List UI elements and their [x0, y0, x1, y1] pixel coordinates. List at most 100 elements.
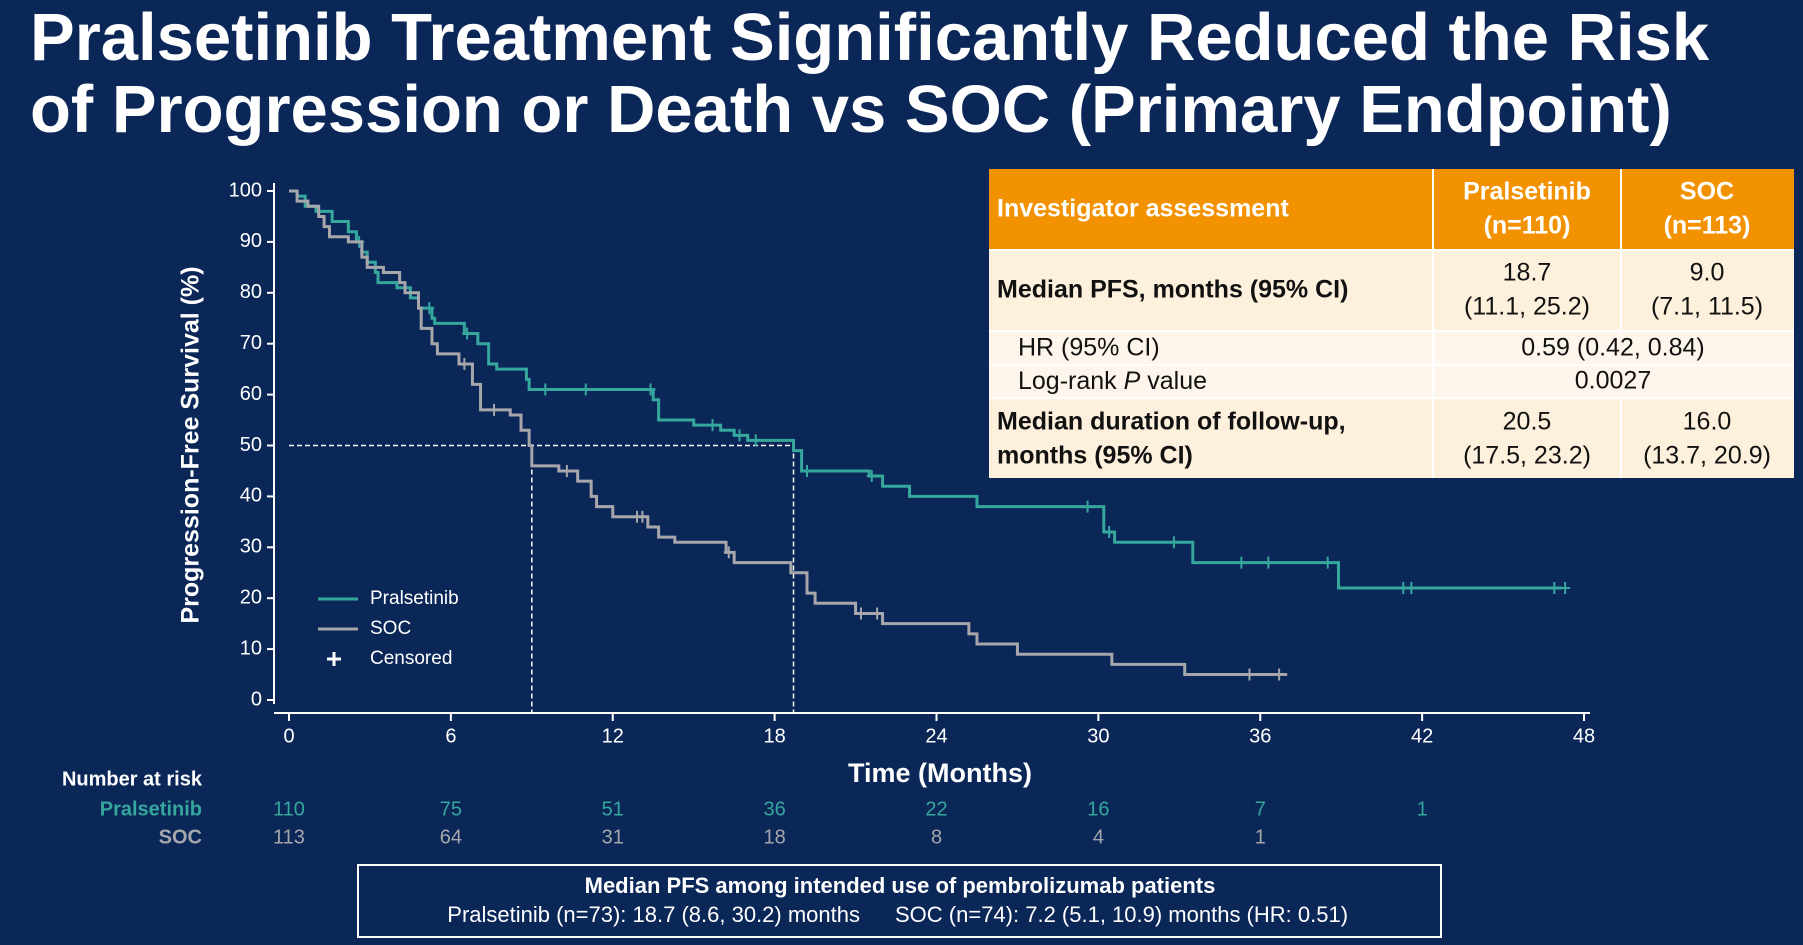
legend-label: Censored [370, 648, 452, 669]
table-borders [989, 169, 1794, 478]
legend-label: Pralsetinib [370, 588, 459, 609]
table-header: SOC [1680, 178, 1734, 206]
note-box [357, 864, 1442, 938]
note-line: Pralsetinib (n=73): 18.7 (8.6, 30.2) mon… [447, 902, 860, 927]
cell: 9.0 [1690, 259, 1725, 287]
risk-value: 1 [1417, 798, 1428, 820]
y-tick-label: 80 [240, 281, 262, 303]
y-axis-label: Progression-Free Survival (%) [177, 266, 205, 623]
label-part: value [1147, 367, 1207, 395]
y-tick-label: 30 [240, 536, 262, 558]
x-axis-label: Time (Months) [848, 758, 1032, 788]
censor-mark [1244, 668, 1255, 681]
table-header: (n=113) [1664, 212, 1751, 240]
risk-value: 31 [602, 826, 624, 848]
label-part: P [1124, 367, 1141, 395]
x-tick-label: 24 [925, 725, 947, 747]
risk-table-title: Number at risk [62, 768, 203, 790]
x-tick-label: 48 [1573, 725, 1595, 747]
censor-mark [1549, 582, 1560, 595]
censor-mark [1168, 536, 1179, 549]
censor-mark [540, 383, 551, 396]
y-tick-label: 70 [240, 332, 262, 354]
row-label: HR (95% CI) [1018, 334, 1160, 362]
table-row-bg [989, 250, 1794, 331]
table-header: Investigator assessment [997, 195, 1289, 223]
risk-value: 1 [1255, 826, 1266, 848]
risk-value: 16 [1087, 798, 1109, 820]
y-tick-label: 90 [240, 230, 262, 252]
risk-value: 8 [931, 826, 942, 848]
censor-mark [459, 358, 470, 371]
risk-row-label: Pralsetinib [100, 798, 202, 820]
censor-mark [723, 546, 734, 559]
censor-mark [1560, 582, 1571, 595]
y-tick-label: 50 [240, 434, 262, 456]
summary-table: Investigator assessment Pralsetinib (n=1… [989, 169, 1794, 478]
cell: (11.1, 25.2) [1464, 293, 1590, 321]
table-header-bg [989, 169, 1794, 250]
censor-mark [462, 327, 473, 340]
censor-mark [561, 464, 572, 477]
title-line: Pralsetinib Treatment Significantly Redu… [30, 0, 1710, 75]
row-label: Log-rank P value [1018, 367, 1207, 395]
note-title: Median PFS among intended use of pembrol… [585, 873, 1216, 898]
y-tick-label: 40 [240, 485, 262, 507]
risk-value: 113 [273, 826, 305, 848]
censor-mark [489, 403, 500, 416]
risk-value: 51 [602, 798, 624, 820]
risk-value: 110 [273, 798, 305, 820]
y-tick-label: 20 [240, 586, 262, 608]
risk-value: 64 [440, 826, 462, 848]
risk-value: 7 [1255, 798, 1266, 820]
table-row-bg [989, 398, 1794, 478]
censor-mark [1322, 556, 1333, 569]
cell: 0.59 (0.42, 0.84) [1521, 334, 1704, 362]
censor-mark [750, 434, 761, 447]
km-curve [289, 189, 1288, 677]
x-tick-label: 12 [602, 725, 624, 747]
censor-mark [1274, 668, 1285, 681]
row-label: Median duration of follow-up, [997, 408, 1346, 436]
censor-mark [866, 470, 877, 483]
censor-mark [1104, 526, 1115, 539]
cell: 16.0 [1683, 408, 1732, 436]
risk-value: 75 [440, 798, 462, 820]
row-label: months (95% CI) [997, 442, 1193, 470]
censor-mark [645, 383, 656, 396]
censor-mark [424, 302, 435, 315]
note-line: SOC (n=74): 7.2 (5.1, 10.9) months (HR: … [895, 902, 1348, 927]
y-tick-label: 100 [229, 179, 262, 201]
cell: 18.7 [1503, 259, 1552, 287]
label-part: Log-rank [1018, 367, 1117, 395]
row-label: Median PFS, months (95% CI) [997, 276, 1348, 304]
cell: (17.5, 23.2) [1463, 442, 1591, 470]
table-header: Pralsetinib [1463, 178, 1591, 206]
censor-mark [1082, 500, 1093, 513]
censor-mark [1406, 582, 1417, 595]
risk-value: 22 [925, 798, 947, 820]
risk-row-label: SOC [159, 826, 202, 848]
x-tick-label: 18 [764, 725, 786, 747]
censor-mark [580, 383, 591, 396]
censor-mark [855, 607, 866, 620]
legend-label: SOC [370, 618, 411, 639]
cell: (7.1, 11.5) [1651, 293, 1763, 321]
y-tick-label: 0 [251, 688, 262, 710]
censor-mark [1263, 556, 1274, 569]
censor-mark [734, 429, 745, 442]
legend-swatch [327, 652, 341, 666]
y-tick-label: 60 [240, 383, 262, 405]
censor-mark [637, 510, 648, 523]
cell: 0.0027 [1575, 367, 1651, 395]
x-tick-label: 42 [1411, 725, 1433, 747]
x-tick-label: 6 [445, 725, 456, 747]
censor-mark [707, 419, 718, 432]
title-line: of Progression or Death vs SOC (Primary … [30, 72, 1672, 147]
censor-mark [1236, 556, 1247, 569]
cell: (13.7, 20.9) [1643, 442, 1771, 470]
risk-value: 18 [764, 826, 786, 848]
